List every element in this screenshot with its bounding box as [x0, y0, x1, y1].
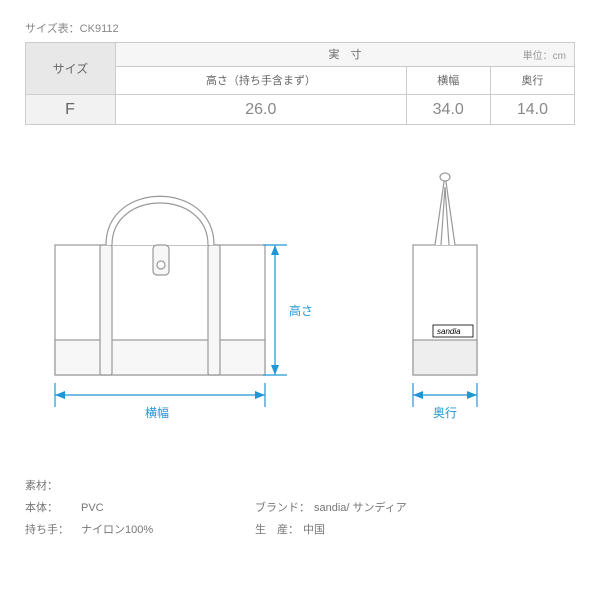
depth-dim-label: 奥行	[433, 406, 457, 420]
unit-label: 単位：cm	[523, 47, 566, 62]
dimensions-header-text: 実 寸	[329, 49, 362, 61]
diagram-area: 高さ 横幅 sandia 奥行	[45, 165, 575, 425]
size-chart-title: サイズ表：CK9112	[25, 20, 575, 36]
col-depth: 奥行	[490, 66, 574, 94]
val-width: 34.0	[406, 95, 490, 125]
brand-info-label: ブランド：	[255, 497, 310, 519]
bag-front-view: 高さ 横幅	[45, 165, 325, 425]
brand-tag: sandia	[437, 327, 461, 336]
size-table: サイズ 実 寸 単位：cm 高さ（持ち手含まず） 横幅 奥行 F 26.0 34…	[25, 42, 575, 125]
brand-info-value: sandia/ サンディア	[314, 497, 407, 519]
product-info: 素材： 本体： PVC ブランド： sandia/ サンディア 持ち手： ナイロ…	[25, 475, 575, 541]
handle-material-value: ナイロン100%	[81, 519, 153, 541]
material-label: 素材：	[25, 475, 575, 497]
val-depth: 14.0	[490, 95, 574, 125]
body-material-label: 本体：	[25, 497, 81, 519]
col-width: 横幅	[406, 66, 490, 94]
made-in-label: 生 産：	[255, 519, 299, 541]
handle-material-label: 持ち手：	[25, 519, 81, 541]
size-header-cell: サイズ	[26, 43, 116, 95]
col-height: 高さ（持ち手含まず）	[116, 66, 407, 94]
dimensions-header-cell: 実 寸 単位：cm	[116, 43, 575, 67]
row-label-f: F	[26, 95, 116, 125]
val-height: 26.0	[116, 95, 407, 125]
body-material-value: PVC	[81, 497, 104, 519]
height-dim-label: 高さ	[289, 303, 313, 318]
bag-side-view: sandia 奥行	[385, 165, 515, 425]
made-in-value: 中国	[303, 519, 325, 541]
width-dim-label: 横幅	[145, 405, 169, 420]
